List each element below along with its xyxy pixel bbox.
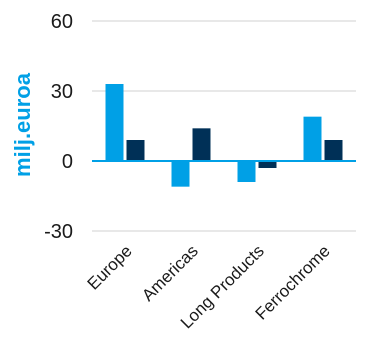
bars <box>105 84 343 187</box>
bar-ferrochrome-series-1 <box>303 116 322 161</box>
y-tick-labels: 60 30 0 -30 <box>44 11 73 243</box>
bar-europe-series-2 <box>126 140 145 161</box>
y-tick-label: -30 <box>44 221 73 243</box>
category-label: Europe <box>84 241 136 293</box>
bar-long-products-series-1 <box>237 161 256 182</box>
bar-americas-series-2 <box>192 128 211 161</box>
bar-europe-series-1 <box>105 84 124 161</box>
bar-ferrochrome-series-2 <box>324 140 343 161</box>
bar-long-products-series-2 <box>258 161 277 168</box>
category-label: Americas <box>138 241 202 305</box>
y-tick-label: 30 <box>51 81 73 103</box>
y-axis-title: milj.euroa <box>10 72 35 177</box>
y-tick-label: 0 <box>62 151 73 173</box>
gridlines <box>92 20 356 232</box>
bar-americas-series-1 <box>171 161 190 187</box>
y-tick-label: 60 <box>51 11 73 33</box>
